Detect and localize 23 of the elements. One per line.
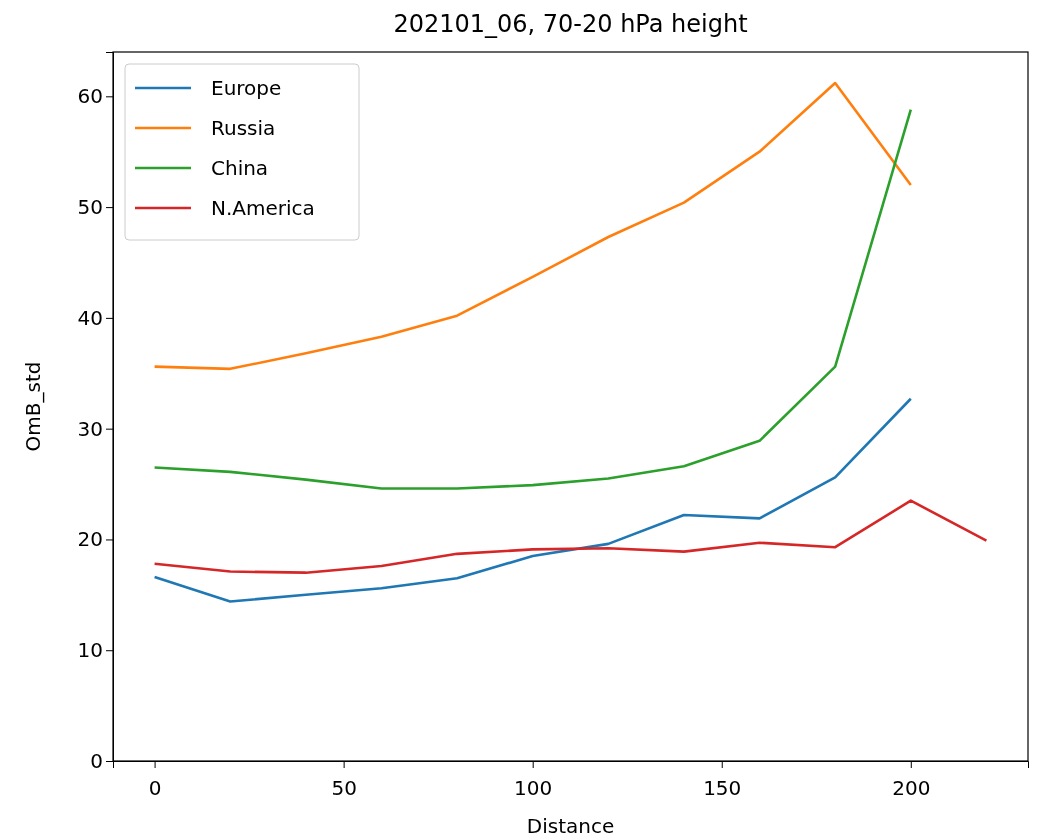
x-tick-label: 0 bbox=[148, 776, 162, 800]
legend-label: China bbox=[211, 156, 269, 180]
y-tick-label: 30 bbox=[77, 416, 103, 441]
x-tick-label: 150 bbox=[703, 776, 742, 800]
line-series bbox=[153, 81, 913, 371]
y-tick-label: 50 bbox=[77, 194, 103, 219]
y-tick-label: 20 bbox=[77, 527, 103, 552]
legend-label: Europe bbox=[211, 76, 282, 100]
line-series bbox=[153, 397, 913, 603]
legend-label: Russia bbox=[211, 116, 276, 140]
y-tick-label: 10 bbox=[77, 638, 103, 663]
legend-label: N.America bbox=[211, 196, 315, 220]
x-tick-label: 200 bbox=[892, 776, 931, 800]
y-tick-label: 0 bbox=[90, 748, 103, 773]
x-axis-title: Distance bbox=[526, 814, 615, 838]
chart-title: 202101_06, 70-20 hPa height bbox=[393, 10, 748, 38]
y-axis-title: OmB_std bbox=[21, 361, 45, 452]
line-series bbox=[153, 108, 913, 490]
line-series bbox=[153, 499, 988, 574]
x-tick-label: 100 bbox=[514, 776, 553, 800]
y-tick-label: 40 bbox=[77, 305, 103, 330]
x-tick-label: 50 bbox=[331, 776, 357, 800]
y-tick-label: 60 bbox=[77, 84, 103, 109]
